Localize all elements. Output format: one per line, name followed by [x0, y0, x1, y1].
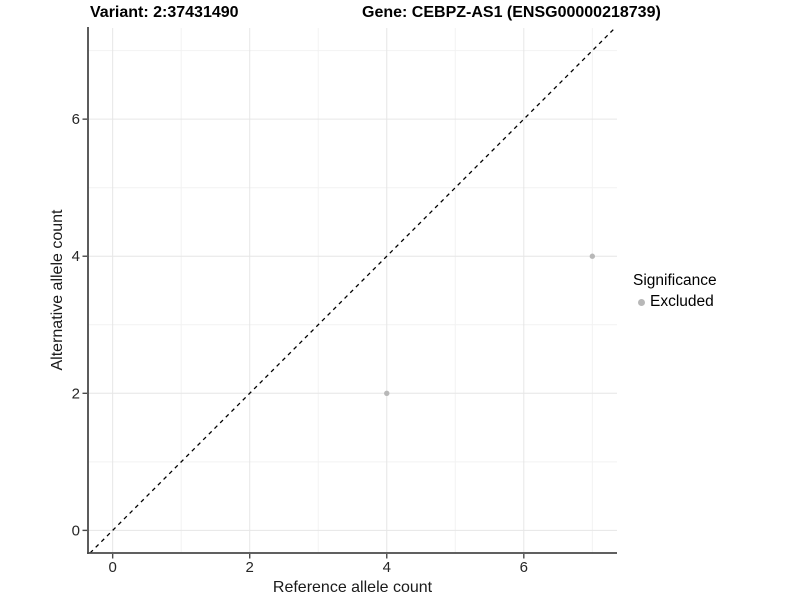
x-tick-label: 4 [383, 559, 391, 576]
excluded-point-icon [638, 298, 645, 306]
x-axis-title: Reference allele count [272, 579, 433, 596]
y-tick-label: 4 [72, 248, 80, 265]
legend-item-label: Excluded [650, 293, 714, 310]
y-tick-label: 0 [72, 522, 80, 539]
data-point [384, 390, 390, 397]
legend-title: Significance [633, 272, 717, 289]
legend: Significance Excluded [632, 272, 717, 311]
x-tick-label: 6 [520, 559, 528, 576]
x-tick-label: 0 [108, 559, 116, 576]
y-tick-label: 2 [72, 385, 80, 402]
plot-title-variant: Variant: 2:37431490 [90, 4, 239, 21]
y-axis-title: Alternative allele count [49, 209, 66, 371]
legend-item-excluded: Excluded [632, 293, 717, 311]
data-point [589, 253, 596, 259]
x-tick-label: 2 [246, 559, 254, 576]
y-tick-label: 6 [72, 111, 80, 128]
plot-title-gene: Gene: CEBPZ-AS1 (ENSG00000218739) [362, 4, 661, 21]
identity-dashed-line [89, 27, 616, 554]
